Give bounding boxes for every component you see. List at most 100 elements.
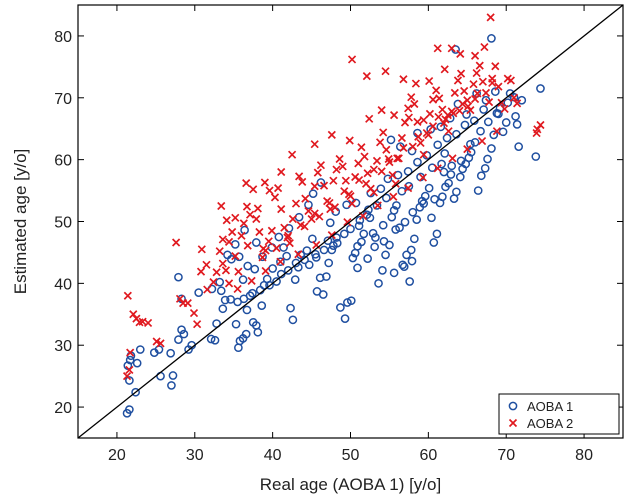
circle-point	[483, 117, 493, 127]
x-point	[470, 51, 480, 60]
circle-point	[250, 264, 260, 274]
circle-point	[406, 245, 416, 255]
legend-circle-marker	[508, 401, 518, 411]
legend: AOBA 1 AOBA 2	[498, 393, 620, 435]
x-point	[343, 218, 352, 227]
circle-point	[300, 255, 309, 265]
x-point	[480, 42, 489, 52]
circle-point	[476, 171, 486, 181]
x-point	[410, 99, 419, 109]
x-point	[391, 179, 400, 188]
x-point	[217, 201, 226, 211]
circle-point	[447, 161, 457, 171]
circle-point	[436, 122, 446, 132]
x-point	[463, 102, 473, 111]
circle-point	[216, 286, 226, 296]
x-point	[341, 176, 350, 185]
x-point	[242, 202, 252, 211]
circle-point	[363, 254, 372, 263]
x-point	[418, 173, 428, 182]
circle-point	[308, 189, 318, 199]
x-point	[408, 142, 417, 151]
x-point	[491, 62, 500, 71]
circle-point	[427, 213, 436, 223]
circle-point	[407, 256, 417, 266]
x-point	[346, 192, 355, 201]
x-point	[231, 213, 240, 222]
x-point	[123, 291, 132, 300]
circle-point	[365, 213, 375, 223]
x-point	[193, 320, 202, 329]
circle-point	[348, 253, 358, 263]
x-point	[280, 223, 289, 232]
circle-point	[177, 325, 186, 335]
x-point	[357, 143, 366, 152]
circle-point	[531, 152, 541, 161]
x-point	[288, 150, 297, 159]
circle-point	[282, 251, 292, 261]
circle-point	[438, 192, 447, 202]
x-point	[469, 80, 478, 89]
circle-point	[167, 381, 176, 390]
x-point	[382, 145, 391, 154]
x-point	[481, 88, 491, 97]
circle-point	[370, 242, 379, 252]
circle-point	[174, 272, 183, 282]
x-point	[264, 237, 273, 246]
circle-point	[393, 170, 403, 180]
x-point	[424, 130, 433, 140]
circle-point	[498, 127, 508, 137]
circle-point	[391, 225, 401, 234]
x-point	[125, 365, 134, 375]
x-point	[470, 94, 480, 104]
x-point	[243, 241, 252, 250]
x-point	[399, 75, 408, 84]
x-point	[425, 76, 434, 86]
x-point	[513, 99, 522, 108]
x-point	[277, 205, 286, 214]
circle-point	[374, 279, 383, 288]
ticks-layer: 20 30 40 50 60 70 80 20 30 40 50 60 70 80	[54, 5, 623, 464]
x-point	[252, 214, 261, 224]
x-point	[411, 79, 421, 88]
x-point	[267, 226, 276, 235]
x-point	[253, 204, 262, 213]
x-point	[126, 348, 135, 357]
x-point	[273, 183, 283, 193]
circle-point	[381, 250, 390, 260]
circle-point	[323, 236, 333, 246]
x-point	[440, 65, 449, 74]
circle-point	[206, 334, 216, 344]
x-point	[416, 138, 425, 148]
circle-point	[398, 260, 408, 270]
y-tick-label: 50	[54, 215, 72, 232]
x-point	[455, 106, 464, 115]
circle-point	[179, 329, 189, 339]
x-point	[242, 179, 251, 188]
x-point	[301, 194, 310, 203]
x-point	[129, 310, 138, 319]
x-point	[261, 266, 270, 276]
circle-point	[290, 275, 300, 284]
x-point	[413, 117, 422, 127]
circle-point	[473, 186, 483, 195]
x-point	[404, 113, 413, 122]
circle-point	[466, 147, 476, 157]
points-layer	[122, 13, 545, 418]
legend-label: AOBA 2	[527, 416, 573, 431]
x-point	[407, 93, 416, 102]
x-point	[433, 164, 442, 173]
x-point	[296, 221, 305, 230]
x-point	[340, 187, 349, 196]
circle-point	[456, 156, 466, 166]
x-point	[456, 49, 465, 58]
circle-point	[480, 163, 490, 173]
x-point	[450, 88, 459, 97]
circle-point	[174, 335, 183, 344]
x-point	[319, 181, 329, 190]
x-point	[203, 285, 212, 294]
x-point	[509, 93, 519, 102]
circle-point	[304, 260, 314, 270]
x-point	[486, 13, 495, 22]
x-point	[212, 268, 221, 277]
